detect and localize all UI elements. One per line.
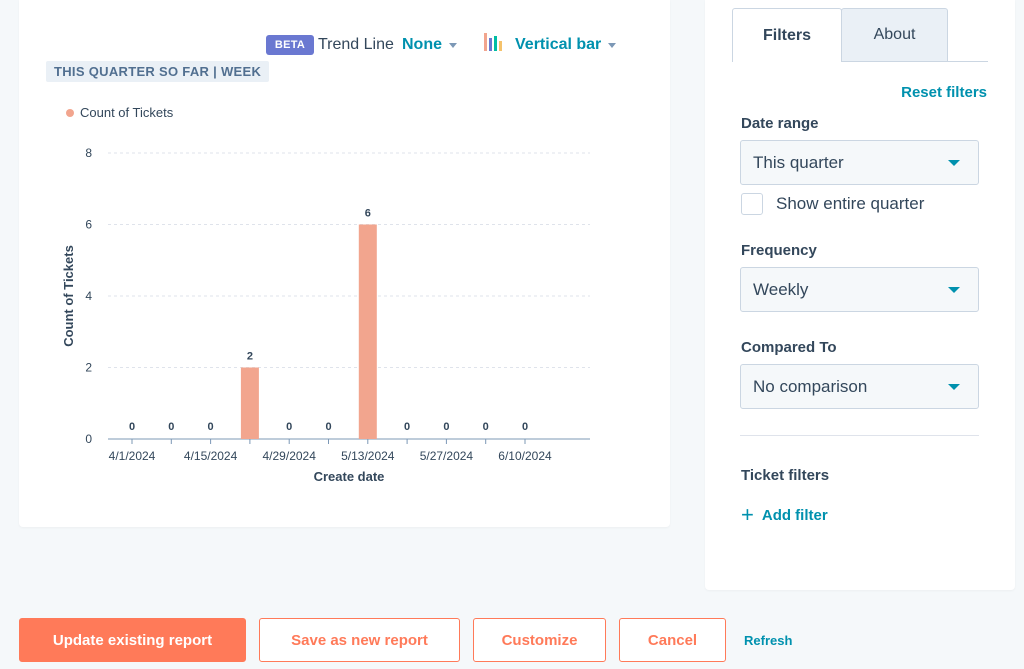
data-label: 0 (483, 421, 489, 433)
show-entire-quarter-label: Show entire quarter (776, 194, 925, 213)
data-label: 0 (168, 421, 174, 433)
y-tick-label: 2 (85, 361, 92, 375)
customize-button[interactable]: Customize (473, 618, 606, 662)
show-entire-quarter-checkbox[interactable] (741, 193, 763, 215)
caret-down-icon (948, 287, 960, 293)
plus-icon: + (741, 502, 754, 527)
ticket-filters-label: Ticket filters (741, 467, 830, 484)
frequency-value: Weekly (753, 279, 809, 299)
section-divider (740, 435, 979, 436)
date-range-tag: THIS QUARTER SO FAR | WEEK (46, 61, 270, 82)
data-label: 0 (522, 421, 528, 433)
date-range-value: This quarter (753, 152, 844, 172)
save-as-new-report-button[interactable]: Save as new report (259, 618, 460, 662)
data-label: 0 (325, 421, 331, 433)
data-label: 0 (443, 421, 449, 433)
frequency-select[interactable]: Weekly (740, 267, 979, 312)
trend-line-dropdown[interactable]: None (402, 35, 457, 55)
bar-chart-icon[interactable] (483, 31, 505, 53)
beta-badge: BETA (266, 35, 314, 55)
y-tick-label: 6 (85, 218, 92, 232)
bar[interactable] (358, 224, 377, 440)
tab-filters[interactable]: Filters (732, 8, 842, 62)
caret-down-icon (449, 42, 457, 48)
y-tick-label: 8 (85, 146, 92, 160)
update-existing-report-button[interactable]: Update existing report (19, 618, 246, 662)
chart-type-value: Vertical bar (515, 36, 602, 53)
add-filter-button[interactable]: + Add filter (741, 502, 828, 527)
x-tick-label: 6/10/2024 (498, 449, 552, 463)
compared-to-value: No comparison (753, 376, 868, 396)
date-range-select[interactable]: This quarter (740, 140, 979, 185)
chart-type-dropdown[interactable]: Vertical bar (515, 35, 617, 55)
trend-line-label: Trend Line (318, 36, 394, 53)
filter-panel: Filters About Reset filters Date range T… (705, 0, 1015, 590)
date-range-label: Date range (741, 115, 819, 132)
bar-chart: 0 2 4 6 8 0 0 0 2 0 0 6 0 0 0 0 4/1/2024 4/15/2024 4/29/20… (61, 146, 590, 484)
y-tick-label: 4 (85, 289, 92, 303)
caret-down-icon (948, 160, 960, 166)
frequency-label: Frequency (741, 242, 817, 259)
show-entire-quarter-option[interactable]: Show entire quarter (741, 193, 924, 215)
x-tick-label: 5/13/2024 (341, 449, 395, 463)
compared-to-label: Compared To (741, 339, 837, 356)
tab-about[interactable]: About (841, 8, 948, 62)
x-tick-label: 5/27/2024 (420, 449, 474, 463)
tab-divider (948, 61, 988, 62)
legend-dot-icon (66, 108, 74, 117)
x-axis-title: Create date (314, 469, 385, 484)
add-filter-label: Add filter (761, 506, 828, 524)
reset-filters-link[interactable]: Reset filters (901, 84, 987, 101)
data-label: 0 (208, 421, 214, 433)
x-tick-label: 4/29/2024 (263, 449, 317, 463)
data-label: 0 (286, 421, 292, 433)
x-tick-label: 4/1/2024 (109, 449, 156, 463)
caret-down-icon (608, 42, 617, 48)
chart-legend[interactable]: Count of Tickets (66, 105, 173, 120)
y-axis-title: Count of Tickets (61, 245, 76, 347)
bar[interactable] (240, 367, 259, 440)
data-label: 2 (247, 351, 253, 363)
data-label: 0 (404, 421, 410, 433)
trend-line-value: None (402, 36, 442, 53)
y-tick-label: 0 (85, 432, 92, 446)
legend-label: Count of Tickets (80, 105, 174, 120)
data-label: 0 (129, 421, 135, 433)
refresh-link[interactable]: Refresh (744, 633, 793, 648)
caret-down-icon (948, 384, 960, 390)
compared-to-select[interactable]: No comparison (740, 364, 979, 409)
data-label: 6 (365, 208, 371, 220)
cancel-button[interactable]: Cancel (619, 618, 726, 662)
x-tick-label: 4/15/2024 (184, 449, 238, 463)
